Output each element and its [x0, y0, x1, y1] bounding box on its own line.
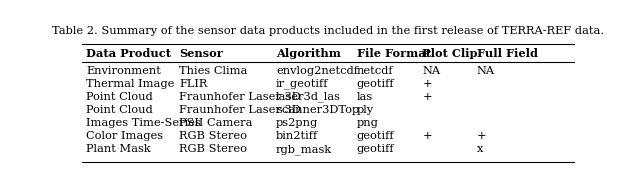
Text: x: x: [477, 144, 483, 154]
Text: PSII Camera: PSII Camera: [179, 118, 253, 128]
Text: Algorithm: Algorithm: [276, 48, 340, 59]
Text: geotiff: geotiff: [356, 131, 394, 141]
Text: Plant Mask: Plant Mask: [86, 144, 150, 154]
Text: +: +: [422, 79, 432, 89]
Text: ps2png: ps2png: [276, 118, 318, 128]
Text: rgb_mask: rgb_mask: [276, 144, 332, 155]
Text: ir_geotiff: ir_geotiff: [276, 78, 328, 89]
Text: geotiff: geotiff: [356, 144, 394, 154]
Text: +: +: [422, 131, 432, 141]
Text: ply: ply: [356, 105, 374, 115]
Text: Environment: Environment: [86, 66, 161, 76]
Text: File Format: File Format: [356, 48, 431, 59]
Text: Plot Clip: Plot Clip: [422, 48, 477, 59]
Text: Table 2. Summary of the sensor data products included in the first release of TE: Table 2. Summary of the sensor data prod…: [52, 26, 604, 36]
Text: RGB Stereo: RGB Stereo: [179, 144, 247, 154]
Text: FLIR: FLIR: [179, 79, 207, 89]
Text: Thies Clima: Thies Clima: [179, 66, 248, 76]
Text: Thermal Image: Thermal Image: [86, 79, 174, 89]
Text: Images Time-Series: Images Time-Series: [86, 118, 201, 128]
Text: Fraunhofer Laser 3D: Fraunhofer Laser 3D: [179, 105, 301, 115]
Text: Point Cloud: Point Cloud: [86, 92, 153, 102]
Text: RGB Stereo: RGB Stereo: [179, 131, 247, 141]
Text: bin2tiff: bin2tiff: [276, 131, 318, 141]
Text: NA: NA: [477, 66, 495, 76]
Text: Fraunhofer Laser 3D: Fraunhofer Laser 3D: [179, 92, 301, 102]
Text: envlog2netcdf: envlog2netcdf: [276, 66, 358, 76]
Text: +: +: [477, 131, 486, 141]
Text: png: png: [356, 118, 379, 128]
Text: laser3d_las: laser3d_las: [276, 92, 341, 102]
Text: +: +: [422, 92, 432, 102]
Text: NA: NA: [422, 66, 440, 76]
Text: Full Field: Full Field: [477, 48, 538, 59]
Text: netcdf: netcdf: [356, 66, 394, 76]
Text: Color Images: Color Images: [86, 131, 163, 141]
Text: Point Cloud: Point Cloud: [86, 105, 153, 115]
Text: geotiff: geotiff: [356, 79, 394, 89]
Text: Sensor: Sensor: [179, 48, 223, 59]
Text: scanner3DTop: scanner3DTop: [276, 105, 359, 115]
Text: las: las: [356, 92, 373, 102]
Text: Data Product: Data Product: [86, 48, 171, 59]
